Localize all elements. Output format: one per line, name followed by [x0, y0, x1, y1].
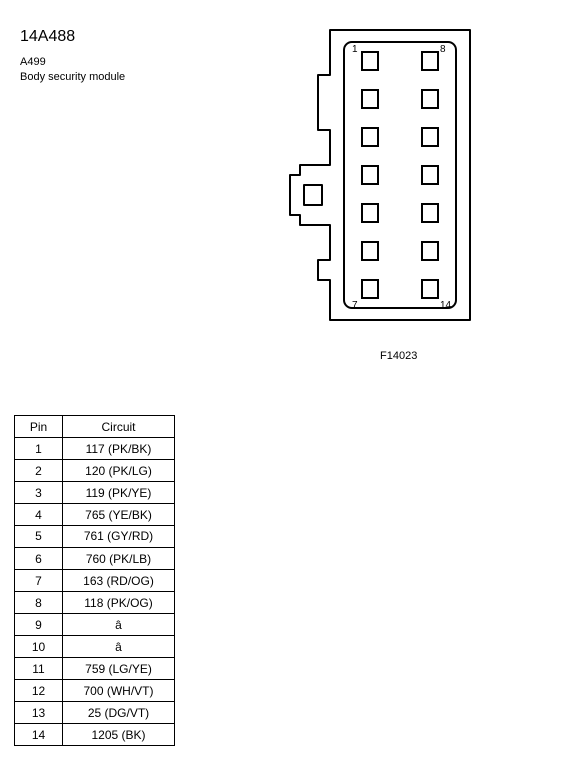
pin-label-14: 14 — [440, 300, 452, 311]
table-row: 12700 (WH/VT) — [15, 680, 175, 702]
pin-label-8: 8 — [440, 44, 446, 55]
cell-pin: 2 — [15, 460, 63, 482]
cell-circuit: 759 (LG/YE) — [63, 658, 175, 680]
cell-circuit: 117 (PK/BK) — [63, 438, 175, 460]
table-row: 9â — [15, 614, 175, 636]
cell-pin: 7 — [15, 570, 63, 592]
table-row: 7163 (RD/OG) — [15, 570, 175, 592]
cell-circuit: 761 (GY/RD) — [63, 526, 175, 548]
table-row: 11759 (LG/YE) — [15, 658, 175, 680]
cell-circuit: â — [63, 614, 175, 636]
sub-code: A499 — [20, 56, 125, 68]
module-description: Body security module — [20, 70, 125, 84]
part-number: 14A488 — [20, 28, 125, 46]
cell-pin: 13 — [15, 702, 63, 724]
col-header-circuit: Circuit — [63, 416, 175, 438]
cell-circuit: 119 (PK/YE) — [63, 482, 175, 504]
cell-circuit: 163 (RD/OG) — [63, 570, 175, 592]
connector-diagram: 1 8 7 14 — [270, 20, 510, 345]
cell-pin: 4 — [15, 504, 63, 526]
connector-svg: 1 8 7 14 — [270, 20, 510, 340]
cell-circuit: â — [63, 636, 175, 658]
figure-label: F14023 — [380, 350, 417, 362]
cell-pin: 6 — [15, 548, 63, 570]
cell-circuit: 1205 (BK) — [63, 724, 175, 746]
table-row: 2120 (PK/LG) — [15, 460, 175, 482]
table-row: 1325 (DG/VT) — [15, 702, 175, 724]
table-row: 5761 (GY/RD) — [15, 526, 175, 548]
cell-circuit: 118 (PK/OG) — [63, 592, 175, 614]
cell-circuit: 765 (YE/BK) — [63, 504, 175, 526]
cell-pin: 1 — [15, 438, 63, 460]
cell-pin: 11 — [15, 658, 63, 680]
cell-circuit: 760 (PK/LB) — [63, 548, 175, 570]
cell-pin: 14 — [15, 724, 63, 746]
table-row: 141205 (BK) — [15, 724, 175, 746]
cell-pin: 3 — [15, 482, 63, 504]
table-row: 4765 (YE/BK) — [15, 504, 175, 526]
table-row: 10â — [15, 636, 175, 658]
pin-table-region: Pin Circuit 1117 (PK/BK)2120 (PK/LG)3119… — [14, 415, 175, 746]
cell-pin: 5 — [15, 526, 63, 548]
table-row: 1117 (PK/BK) — [15, 438, 175, 460]
pin-label-7: 7 — [352, 300, 358, 311]
cell-circuit: 25 (DG/VT) — [63, 702, 175, 724]
cell-pin: 8 — [15, 592, 63, 614]
table-row: 8118 (PK/OG) — [15, 592, 175, 614]
cell-pin: 9 — [15, 614, 63, 636]
cell-circuit: 700 (WH/VT) — [63, 680, 175, 702]
table-header-row: Pin Circuit — [15, 416, 175, 438]
col-header-pin: Pin — [15, 416, 63, 438]
table-row: 3119 (PK/YE) — [15, 482, 175, 504]
cell-pin: 10 — [15, 636, 63, 658]
header-region: 14A488 A499 Body security module — [20, 28, 125, 84]
cell-circuit: 120 (PK/LG) — [63, 460, 175, 482]
table-row: 6760 (PK/LB) — [15, 548, 175, 570]
cell-pin: 12 — [15, 680, 63, 702]
pin-label-1: 1 — [352, 44, 358, 55]
pin-circuit-table: Pin Circuit 1117 (PK/BK)2120 (PK/LG)3119… — [14, 415, 175, 746]
